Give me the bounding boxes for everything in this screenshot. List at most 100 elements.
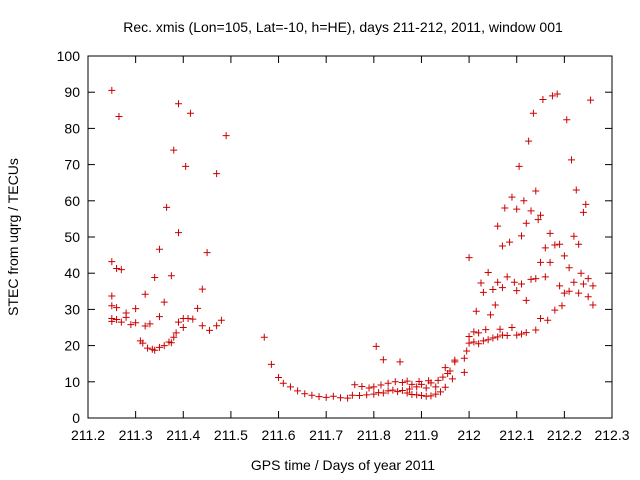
data-point [370, 383, 378, 391]
data-point [579, 208, 587, 216]
data-point [146, 320, 154, 328]
data-point [527, 275, 535, 283]
data-point [513, 331, 521, 339]
data-point [463, 347, 471, 355]
x-axis-label: GPS time / Days of year 2011 [251, 457, 435, 473]
data-point [582, 200, 590, 208]
data-point [198, 285, 206, 293]
data-point [572, 186, 580, 194]
data-point [479, 337, 487, 345]
data-point [517, 330, 525, 338]
x-tick-label: 212.3 [594, 427, 629, 443]
x-tick-label: 211.4 [166, 427, 200, 443]
data-point [489, 285, 497, 293]
data-point [475, 340, 483, 348]
data-point [117, 266, 125, 274]
data-point [117, 318, 125, 326]
data-point [565, 264, 573, 272]
data-point [551, 306, 559, 314]
y-axis-label: STEC from uqrg / TECUs [5, 158, 21, 316]
data-point [448, 375, 456, 383]
data-point [294, 387, 302, 395]
data-point [170, 146, 178, 154]
data-point [108, 258, 116, 266]
data-point [198, 322, 206, 330]
data-point [560, 289, 568, 297]
data-point [275, 373, 283, 381]
y-tick-label: 0 [72, 410, 80, 426]
y-tick-label: 70 [64, 157, 80, 173]
data-points [108, 86, 597, 402]
data-point [570, 232, 578, 240]
data-point [570, 278, 578, 286]
data-point [503, 273, 511, 281]
data-point [155, 313, 163, 321]
data-point [151, 274, 159, 282]
data-point [391, 378, 399, 386]
data-point [437, 388, 445, 396]
x-axis: 211.2 211.3 211.4 211.5 211.6 211.7 211.8 211.9… [71, 56, 630, 443]
data-point [417, 392, 425, 400]
data-point [477, 279, 485, 287]
data-point [108, 292, 116, 300]
data-point [575, 289, 583, 297]
data-point [498, 242, 506, 250]
data-point [213, 170, 221, 178]
data-point [363, 391, 371, 399]
data-point [508, 193, 516, 201]
data-point [510, 278, 518, 286]
data-point [413, 383, 421, 391]
data-point [575, 240, 583, 248]
data-point [427, 392, 435, 400]
data-point [279, 379, 287, 387]
x-tick-label: 211.2 [71, 427, 105, 443]
data-point [508, 324, 516, 331]
data-point [141, 322, 149, 330]
data-point [372, 342, 380, 350]
data-point [113, 316, 121, 324]
data-point [532, 187, 540, 195]
data-point [301, 390, 309, 398]
x-tick-label: 211.9 [404, 427, 438, 443]
data-point [439, 373, 447, 381]
data-point [484, 268, 492, 276]
data-point [532, 275, 540, 283]
data-point [589, 301, 597, 309]
data-point [403, 389, 411, 397]
data-point [160, 342, 168, 350]
data-point [484, 336, 492, 344]
data-point [417, 380, 425, 388]
data-point [532, 326, 540, 334]
data-point [470, 328, 478, 336]
data-point [396, 358, 404, 366]
data-point [213, 322, 221, 330]
data-point [398, 379, 406, 387]
data-point [496, 325, 504, 333]
data-point [108, 317, 116, 325]
data-point [182, 162, 190, 170]
data-point [527, 207, 535, 215]
data-point [460, 354, 468, 362]
data-point [163, 203, 171, 211]
data-point [460, 368, 468, 376]
data-point [358, 383, 366, 391]
data-point [487, 311, 495, 319]
y-tick-label: 20 [64, 338, 80, 354]
data-point [422, 384, 430, 392]
data-point [194, 304, 202, 312]
data-point [584, 275, 592, 283]
data-point [170, 333, 178, 341]
data-point [491, 301, 499, 309]
data-point [132, 305, 140, 313]
data-point [132, 319, 140, 327]
data-point [544, 316, 552, 324]
data-point [408, 380, 416, 388]
data-point [384, 379, 392, 387]
data-point [513, 287, 521, 295]
data-point [167, 272, 175, 280]
chart-title: Rec. xmis (Lon=105, Lat=-10, h=HE), days… [123, 19, 563, 35]
data-point [260, 333, 268, 341]
data-point [446, 367, 454, 375]
data-point [451, 358, 459, 366]
data-point [379, 389, 387, 397]
